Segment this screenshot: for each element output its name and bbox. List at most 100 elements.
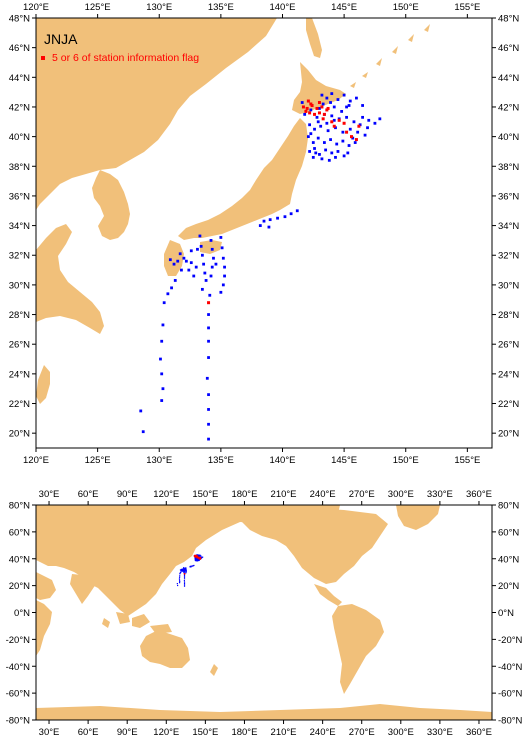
station-marker [326, 129, 330, 133]
station-marker [202, 262, 206, 266]
lat-label-right: 20°N [498, 581, 519, 592]
station-marker [161, 387, 165, 391]
world-station-marker [198, 559, 200, 561]
land-se-asia [102, 612, 172, 634]
station-marker [352, 120, 356, 124]
station-marker [262, 219, 266, 223]
lat-label-left: 80°N [9, 501, 30, 512]
station-marker [342, 93, 346, 97]
lat-label-left: -20°N [6, 635, 31, 646]
land-kyushu [164, 240, 184, 276]
lon-label-top: 180°E [231, 489, 257, 500]
world-station-marker [180, 571, 182, 573]
lat-label-right: 28°N [498, 310, 519, 321]
world-station-marker [184, 567, 186, 569]
world-station-marker [176, 583, 178, 585]
station-marker [223, 265, 226, 269]
world-station-marker [195, 559, 197, 561]
world-station-marker [198, 558, 200, 560]
world-flagged-station-marker [194, 554, 196, 557]
lat-label-right: 22°N [498, 399, 519, 410]
lon-label-top: 150°E [192, 489, 218, 500]
lon-label-top: 210°E [271, 489, 297, 500]
station-marker [295, 209, 299, 213]
lat-label-left: 40°N [9, 132, 30, 143]
world-station-marker [179, 575, 181, 577]
station-marker [330, 92, 334, 96]
station-marker [194, 265, 198, 269]
world-station-marker [185, 569, 187, 572]
world-map-land [36, 505, 492, 720]
world-flagged-station-marker [195, 554, 198, 557]
lat-label-left: 42°N [9, 102, 30, 113]
lat-label-left: 36°N [9, 191, 30, 202]
lat-label-right: 30°N [498, 280, 519, 291]
station-marker [329, 138, 332, 141]
world-station-marker [190, 565, 192, 567]
station-marker [309, 132, 313, 136]
station-marker [214, 262, 218, 266]
station-marker [341, 139, 345, 143]
station-marker [345, 115, 348, 119]
lon-label-top: 360°E [466, 489, 492, 500]
map-title: JNJA [44, 31, 78, 47]
lon-label-bottom: 120°E [23, 455, 49, 466]
station-marker [220, 246, 224, 250]
lon-label-top: 300°E [388, 489, 414, 500]
world-station-marker [195, 558, 197, 560]
lon-label-bottom: 360°E [466, 727, 492, 738]
station-marker [207, 437, 210, 441]
station-marker [314, 151, 318, 155]
station-marker [184, 259, 188, 263]
station-marker [353, 141, 357, 144]
station-marker [336, 98, 340, 101]
station-marker [363, 133, 367, 137]
station-marker [334, 155, 337, 159]
lat-label-right: 80°N [498, 501, 519, 512]
station-marker [160, 339, 164, 343]
lat-label-right: 34°N [498, 221, 519, 232]
station-marker [347, 104, 351, 107]
station-marker [367, 118, 371, 122]
station-marker [276, 216, 279, 220]
world-flagged-station-marker [196, 555, 198, 557]
station-marker [170, 286, 173, 290]
land-africa [36, 600, 52, 656]
station-marker [182, 256, 186, 260]
station-marker [313, 147, 316, 150]
station-marker [335, 142, 339, 146]
land-eurasia [36, 505, 340, 616]
world-station-marker [197, 558, 199, 561]
station-marker [196, 247, 199, 251]
station-marker [283, 215, 287, 219]
lat-label-right: -40°N [498, 662, 523, 673]
station-marker [378, 117, 382, 121]
station-marker [366, 126, 369, 130]
world-station-marker [196, 559, 198, 561]
station-marker [340, 110, 344, 113]
flagged-station-marker [301, 105, 305, 109]
lat-label-left: 0°N [14, 608, 30, 619]
station-marker [212, 256, 215, 260]
station-marker [192, 274, 196, 278]
lon-label-bottom: 135°E [208, 455, 234, 466]
lon-label-bottom: 150°E [192, 727, 218, 738]
station-marker [176, 259, 180, 263]
lat-label-right: 32°N [498, 251, 519, 262]
station-marker [321, 102, 325, 106]
lat-label-left: 28°N [9, 310, 30, 321]
lon-label-bottom: 125°E [85, 455, 111, 466]
land-south-america [332, 604, 384, 694]
flagged-station-marker [309, 102, 313, 106]
world-station-marker [179, 580, 181, 583]
world-station-marker [185, 572, 187, 574]
land-kurils [350, 24, 430, 88]
lat-label-left: 20°N [9, 581, 30, 592]
land-china-coast [36, 224, 104, 334]
station-marker [159, 357, 162, 361]
station-marker [319, 124, 323, 128]
station-marker [315, 115, 319, 119]
station-marker [313, 127, 316, 131]
flagged-station-marker [350, 135, 354, 139]
world-station-marker [185, 569, 187, 571]
